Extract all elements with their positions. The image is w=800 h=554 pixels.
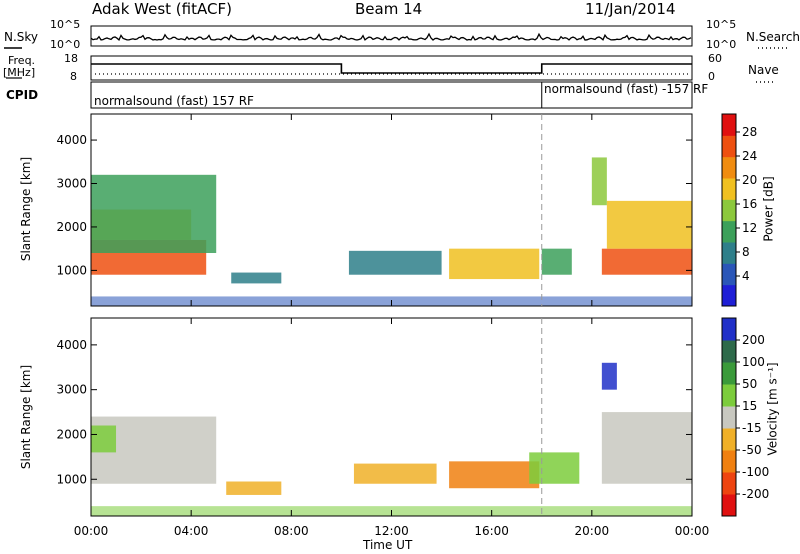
cpid-strip-frame — [90, 81, 693, 109]
velocity-colorbar-label: Velocity [m s⁻¹] — [765, 362, 780, 456]
velocity-colorbar-label-3: 50 — [742, 377, 757, 391]
power-colorbar-label-1: 4 — [742, 269, 750, 283]
velocity-colorbar-cell-7 — [722, 362, 736, 385]
y-axis-label-velocity: Slant Range [km] — [19, 364, 34, 470]
power-colorbar-cell-7 — [722, 156, 736, 179]
velocity-colorbar-cell-4 — [722, 428, 736, 451]
power-colorbar-cell-4 — [722, 220, 736, 243]
power-colorbar-cell-8 — [722, 135, 736, 158]
velocity-colorbar-label-7: -100 — [742, 465, 769, 479]
power-region-8 — [601, 248, 692, 275]
xtick-label-5: 16:00 — [474, 524, 509, 538]
velocity-ytick-label-3: 3000 — [56, 383, 87, 397]
power-colorbar-cell-2 — [722, 263, 736, 286]
power-region-10 — [591, 157, 607, 206]
cpid-segment-1: normalsound (fast) 157 RF — [94, 94, 254, 108]
xtick-label-4: 12:00 — [374, 524, 409, 538]
velocity-colorbar-cell-9 — [722, 318, 736, 341]
nave-tick-bottom: 0 — [708, 70, 715, 83]
nsky-trace — [90, 32, 692, 41]
freq-tick-bottom: 8 — [70, 70, 77, 83]
nave-tick-top: 60 — [708, 52, 722, 65]
xtick-label-1: 00:00 — [74, 524, 109, 538]
nave-label: Nave — [748, 63, 779, 77]
power-colorbar-cell-6 — [722, 178, 736, 200]
power-region-3 — [91, 174, 217, 254]
velocity-colorbar-frame — [721, 317, 737, 517]
velocity-colorbar-cell-1 — [722, 494, 736, 517]
power-colorbar-label-7: 28 — [742, 125, 757, 139]
freq-label: Freq. — [8, 54, 36, 67]
power-region-9 — [606, 200, 692, 249]
cpid-label: CPID — [6, 88, 39, 102]
velocity-ytick-label-1: 1000 — [56, 472, 87, 486]
xtick-label-7: 00:00 — [675, 524, 710, 538]
velocity-colorbar-cell-5 — [722, 406, 736, 429]
power-colorbar-cell-1 — [722, 284, 736, 307]
xtick-label-3: 08:00 — [274, 524, 309, 538]
velocity-colorbar-label-2: 100 — [742, 355, 765, 369]
power-colorbar-label-6: 24 — [742, 149, 757, 163]
power-region-4 — [231, 272, 282, 284]
power-colorbar-frame — [721, 113, 737, 307]
velocity-colorbar-label-6: -50 — [742, 443, 762, 457]
velocity-colorbar-label-5: -15 — [742, 421, 762, 435]
nsky-strip-frame — [90, 25, 693, 47]
power-colorbar-label-3: 12 — [742, 221, 757, 235]
xtick-label-6: 20:00 — [575, 524, 610, 538]
nsky-tick-bottom: 10^0 — [50, 38, 81, 51]
velocity-region-7 — [601, 412, 692, 484]
power-colorbar-label: Power [dB] — [761, 176, 776, 242]
power-region-5 — [348, 250, 442, 275]
power-colorbar-label-2: 8 — [742, 245, 750, 259]
nsearch-label: N.Search — [746, 30, 800, 44]
velocity-region-5 — [449, 461, 540, 489]
freq-tick-top: 18 — [64, 52, 78, 65]
power-colorbar-cell-9 — [722, 114, 736, 136]
freq-trace — [91, 63, 692, 74]
power-colorbar-label-4: 16 — [742, 197, 757, 211]
power-ytick-label-3: 3000 — [56, 177, 87, 191]
velocity-colorbar-cell-8 — [722, 340, 736, 363]
velocity-region-4 — [353, 463, 437, 484]
velocity-region-8 — [601, 362, 617, 390]
power-marks — [91, 157, 692, 306]
nsky-tick-top: 10^5 — [50, 18, 81, 31]
power-colorbar-cell-3 — [722, 242, 736, 264]
date-title: 11/Jan/2014 — [585, 0, 676, 18]
velocity-colorbar-label-8: -200 — [742, 487, 769, 501]
nsearch-tick-top: 10^5 — [706, 18, 737, 31]
y-axis-label-power: Slant Range [km] — [19, 156, 34, 262]
power-ytick-label-1: 1000 — [56, 263, 87, 277]
power-region-6 — [449, 248, 540, 280]
velocity-ytick-label-2: 2000 — [56, 427, 87, 441]
xtick-label-2: 04:00 — [174, 524, 209, 538]
velocity-colorbar-label-4: 15 — [742, 399, 757, 413]
beam-title: Beam 14 — [355, 0, 423, 18]
power-colorbar-cell-5 — [722, 199, 736, 222]
velocity-colorbar-cell-2 — [722, 472, 736, 495]
velocity-marks — [91, 362, 692, 516]
velocity-ytick-label-4: 4000 — [56, 338, 87, 352]
power-region-7 — [541, 248, 572, 275]
freq-unit: [MHz] — [3, 66, 36, 79]
velocity-colorbar-label-1: 200 — [742, 333, 765, 347]
x-axis-label: Time UT — [363, 538, 413, 552]
cpid-segment-2: normalsound (fast) -157 RF — [544, 82, 709, 96]
station-title: Adak West (fitACF) — [92, 0, 232, 18]
velocity-colorbar-cell-3 — [722, 450, 736, 473]
power-colorbar-label-5: 20 — [742, 173, 757, 187]
velocity-region-2 — [91, 425, 117, 453]
velocity-region-6 — [529, 452, 580, 484]
nsky-label: N.Sky — [4, 30, 39, 44]
power-ytick-label-2: 2000 — [56, 220, 87, 234]
power-ytick-label-4: 4000 — [56, 133, 87, 147]
velocity-colorbar-cell-6 — [722, 384, 736, 407]
velocity-region-3 — [226, 481, 282, 495]
freq-strip-frame — [90, 55, 693, 81]
nsearch-tick-bottom: 10^0 — [706, 38, 737, 51]
